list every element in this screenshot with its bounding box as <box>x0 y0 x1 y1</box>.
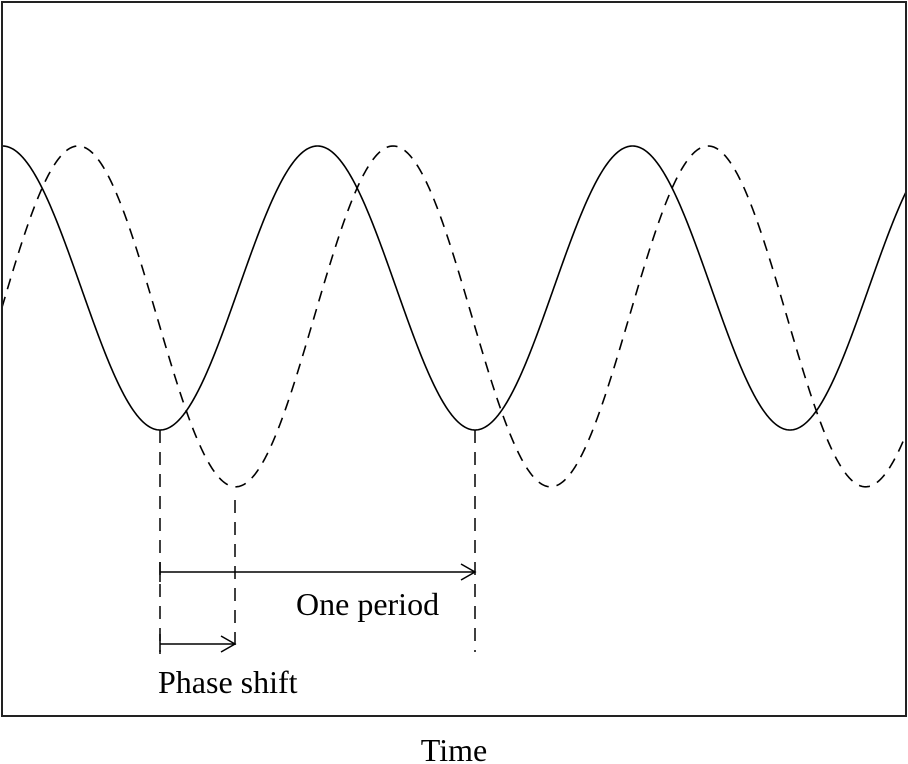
period-arrow <box>159 562 477 582</box>
phase-shift-label: Phase shift <box>158 664 298 700</box>
x-axis-label: Time <box>421 732 487 764</box>
plot-frame <box>1 1 907 717</box>
reference-wave-solid <box>2 145 906 431</box>
period-arrow-head <box>460 563 477 581</box>
shifted-wave-dashed <box>2 145 906 488</box>
phase-shift-arrow-head <box>220 635 237 653</box>
phase-shift-arrow <box>159 634 237 654</box>
period-label: One period <box>296 586 439 622</box>
waves-group <box>2 145 906 488</box>
